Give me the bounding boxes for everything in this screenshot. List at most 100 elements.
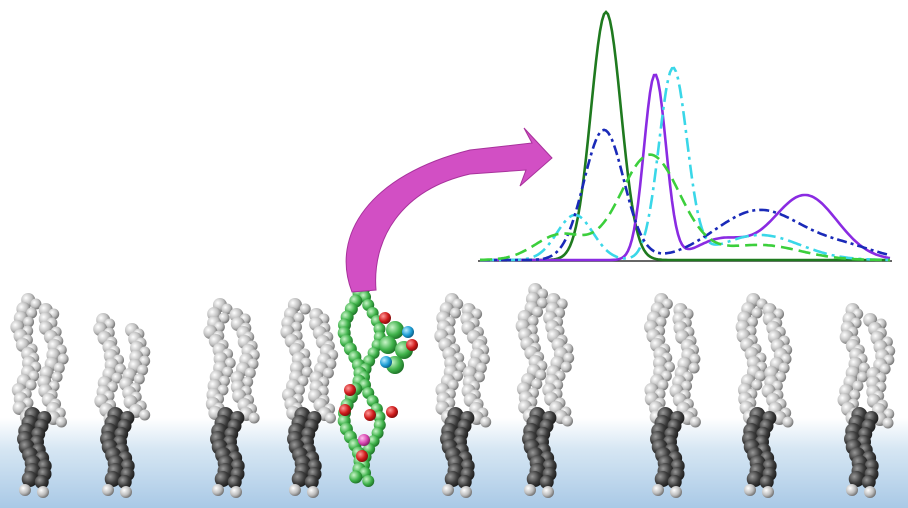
atom	[224, 357, 236, 369]
atom	[104, 471, 121, 487]
lipid-layer	[10, 283, 896, 498]
atom	[297, 375, 309, 387]
atom	[293, 384, 305, 396]
atom	[248, 412, 260, 424]
atom	[563, 352, 575, 364]
atom	[386, 406, 398, 418]
atom	[30, 298, 42, 310]
spectra	[479, 10, 891, 262]
atom	[754, 370, 766, 382]
atom	[480, 416, 492, 428]
atom	[356, 450, 368, 462]
atom	[120, 486, 132, 498]
atom	[139, 409, 151, 421]
atom	[304, 475, 319, 489]
atom	[447, 379, 459, 391]
atom	[542, 486, 554, 498]
atom	[531, 378, 543, 390]
atom	[879, 363, 891, 375]
atom	[221, 303, 233, 315]
atom	[358, 434, 370, 446]
atom	[759, 475, 774, 489]
atom	[852, 380, 864, 392]
atom	[212, 484, 224, 496]
atom	[102, 484, 114, 496]
atom	[324, 412, 336, 424]
atom	[475, 362, 487, 374]
atom	[882, 417, 894, 429]
atom	[34, 475, 49, 489]
atom	[291, 471, 308, 487]
atom	[444, 471, 461, 487]
atom	[325, 358, 337, 370]
atom	[299, 303, 311, 315]
atom	[139, 355, 151, 367]
atom	[289, 484, 301, 496]
atom	[751, 307, 763, 319]
atom	[222, 366, 234, 378]
curve-solid-green	[480, 10, 890, 262]
atom	[242, 376, 254, 388]
atom	[244, 367, 256, 379]
atom	[556, 298, 568, 310]
atom	[689, 353, 701, 365]
atom	[380, 356, 392, 368]
atom	[362, 475, 375, 487]
atom	[778, 362, 790, 374]
atom	[344, 384, 356, 396]
atom	[37, 486, 49, 498]
atom	[452, 370, 464, 382]
atom	[856, 371, 868, 383]
atom	[537, 288, 549, 300]
atom	[230, 486, 242, 498]
curve-dashdot-blue	[480, 128, 891, 262]
atom	[460, 486, 472, 498]
atom	[449, 307, 461, 319]
atom	[554, 307, 566, 319]
drug-molecule	[337, 278, 418, 487]
atom	[746, 316, 758, 328]
atom	[53, 362, 65, 374]
atom	[858, 362, 870, 374]
atom	[19, 484, 31, 496]
atom	[478, 353, 490, 365]
atom	[117, 475, 132, 489]
curve-dashdot-cyan	[480, 66, 890, 262]
atom	[57, 353, 69, 365]
atom	[307, 486, 319, 498]
atom	[455, 361, 467, 373]
atom	[218, 312, 230, 324]
atom	[114, 363, 126, 375]
atom	[848, 471, 865, 487]
atom	[457, 475, 472, 489]
atom	[473, 371, 485, 383]
atom	[214, 471, 231, 487]
atom	[661, 298, 673, 310]
atom	[137, 364, 149, 376]
atom	[26, 307, 38, 319]
curve-dashed-green	[479, 153, 890, 262]
atom	[655, 316, 667, 328]
atom	[452, 298, 464, 310]
atom	[751, 379, 763, 391]
atom	[689, 416, 701, 428]
atom	[782, 416, 794, 428]
atom	[688, 362, 700, 374]
atom	[560, 361, 572, 373]
atom	[386, 321, 404, 339]
atom	[111, 372, 123, 384]
atom	[379, 312, 391, 324]
atom	[23, 316, 35, 328]
atom	[349, 470, 363, 484]
atom	[402, 326, 414, 338]
atom	[861, 475, 876, 489]
atom	[681, 380, 693, 392]
atom	[104, 318, 116, 330]
atom	[744, 484, 756, 496]
atom	[667, 475, 682, 489]
atom	[442, 484, 454, 496]
atom	[293, 312, 305, 324]
atom	[526, 471, 543, 487]
atom	[301, 366, 313, 378]
